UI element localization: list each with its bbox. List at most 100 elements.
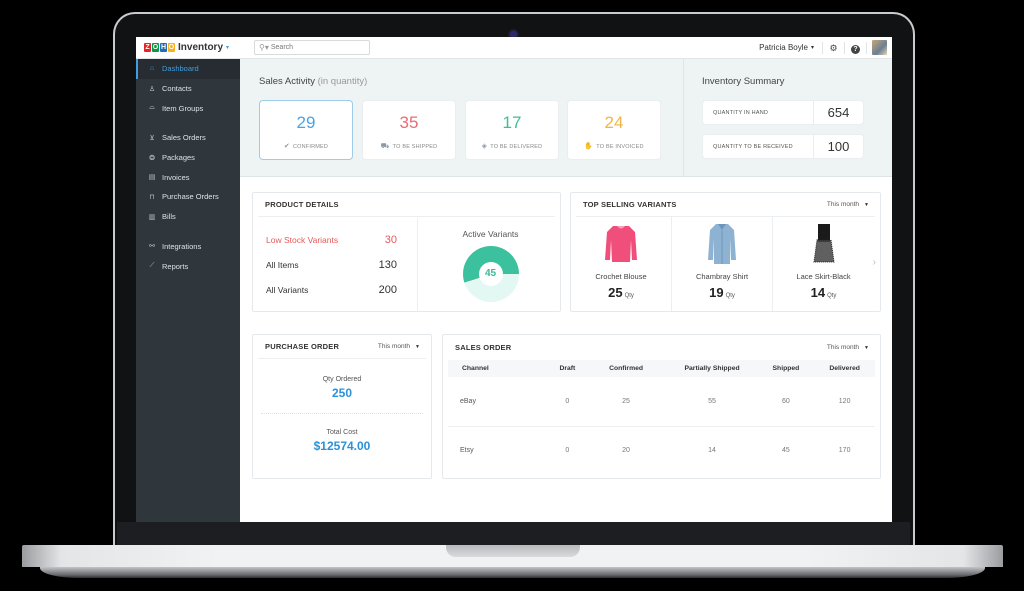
chevron-down-icon: ▾: [226, 45, 230, 51]
variant-list: Crochet Blouse 25 Qty Chambray Shirt 19 Qt…: [571, 217, 880, 311]
product-stats: Low Stock Variants 30 All Items 130 All Va…: [253, 218, 418, 312]
period-dropdown[interactable]: This month ▼: [827, 344, 869, 351]
variant-card[interactable]: Crochet Blouse 25 Qty: [571, 217, 672, 311]
column-header: Draft: [549, 360, 586, 377]
activity-card-to-be-invoiced[interactable]: 24 ✋ TO BE INVOICED: [567, 100, 661, 160]
sidebar-item-bills[interactable]: ▥ Bills: [136, 207, 240, 227]
quantity-in-hand: QUANTITY IN HAND 654: [702, 100, 864, 125]
low-stock-variants-row[interactable]: Low Stock Variants 30: [253, 227, 417, 252]
table-row[interactable]: eBay 0 25 55 60 120: [448, 377, 875, 427]
search-input[interactable]: ⚲▾ Search: [254, 40, 370, 55]
activity-label: ✔ CONFIRMED: [260, 142, 352, 150]
sidebar-item-dashboard[interactable]: ⌂ Dashboard: [136, 59, 240, 79]
sidebar-item-item-groups[interactable]: ⌓ Item Groups: [136, 98, 240, 118]
logo-letter: H: [160, 43, 167, 52]
summary-label: QUANTITY IN HAND: [713, 109, 769, 116]
panel-title: SALES ORDER: [455, 342, 512, 352]
gear-icon[interactable]: ⚙: [823, 41, 845, 54]
activity-value: 35: [399, 113, 419, 132]
user-name: Patricia Boyle: [759, 43, 808, 52]
variant-card[interactable]: Chambray Shirt 19 Qty: [672, 217, 773, 311]
period-dropdown[interactable]: This month ▼: [827, 201, 869, 208]
box-icon: ◈: [481, 143, 488, 150]
chevron-right-icon[interactable]: ›: [872, 257, 876, 268]
app-switcher[interactable]: Z O H O Inventory ▾: [136, 37, 240, 59]
sidebar-item-label: Invoices: [162, 172, 190, 182]
qty-value: 14: [810, 285, 826, 300]
sidebar-item-label: Reports: [162, 261, 189, 271]
sidebar-item-label: Integrations: [162, 241, 202, 251]
qty-value: 19: [709, 285, 724, 300]
invoice-icon: ▤: [148, 174, 156, 182]
period-dropdown[interactable]: This month ▼: [378, 343, 420, 350]
all-items-row[interactable]: All Items 130: [253, 252, 417, 277]
activity-value: 24: [604, 113, 624, 132]
activity-label-text: TO BE DELIVERED: [490, 144, 543, 150]
table-header-row: Channel Draft Confirmed Partially Shippe…: [448, 360, 875, 377]
total-cost: Total Cost $12574.00: [253, 429, 431, 453]
donut-chart: 45: [462, 246, 519, 302]
laptop-bezel-bottom: [117, 522, 910, 545]
activity-card-to-be-delivered[interactable]: 17 ◈ TO BE DELIVERED: [465, 100, 559, 160]
sidebar-item-integrations[interactable]: ⚯ Integrations: [136, 237, 240, 257]
help-icon[interactable]: ?: [845, 41, 867, 54]
activity-label: ⛟ TO BE SHIPPED: [363, 142, 455, 151]
truck-icon: ⛟: [380, 143, 390, 150]
sidebar-item-sales-orders[interactable]: ⊻ Sales Orders: [136, 128, 240, 148]
qty-ordered: Qty Ordered 250: [253, 376, 431, 400]
activity-label: ✋ TO BE INVOICED: [568, 142, 660, 150]
divider: [261, 413, 423, 414]
sidebar-item-contacts[interactable]: ♙ Contacts: [136, 79, 240, 99]
sidebar-item-purchase-orders[interactable]: ⊓ Purchase Orders: [136, 187, 240, 207]
activity-label-text: TO BE INVOICED: [596, 144, 644, 150]
variant-card[interactable]: Lace Skirt-Black 14 Qty: [773, 217, 874, 311]
logo-letter: O: [168, 43, 175, 52]
user-menu[interactable]: Patricia Boyle ▾: [759, 41, 823, 54]
user-icon: ♙: [148, 85, 156, 93]
title-text: Sales Activity: [259, 76, 315, 87]
sidebar-item-label: Purchase Orders: [162, 192, 219, 202]
all-variants-row[interactable]: All Variants 200: [253, 277, 417, 302]
stat-value: 130: [378, 258, 397, 271]
sidebar-item-packages[interactable]: ❂ Packages: [136, 148, 240, 168]
stat-value: 200: [378, 283, 397, 296]
panel-title: PURCHASE ORDER: [265, 342, 340, 351]
camera: [510, 31, 517, 38]
search-placeholder: Search: [270, 44, 294, 51]
table-row[interactable]: Etsy 0 20 14 45 170: [448, 426, 875, 474]
caret-down-icon: ▼: [415, 344, 420, 350]
activity-card-confirmed[interactable]: 29 ✔ CONFIRMED: [259, 100, 353, 160]
sidebar-item-invoices[interactable]: ▤ Invoices: [136, 167, 240, 187]
variant-qty: 25 Qty: [571, 285, 671, 300]
panel-header: PRODUCT DETAILS: [258, 193, 555, 217]
nav-spacer: [136, 118, 240, 128]
chart-line-icon: ⟋: [149, 262, 155, 270]
laptop-notch: [446, 545, 580, 557]
app-screen: Z O H O Inventory ▾ ⚲▾ Search Patricia B…: [136, 37, 892, 522]
top-selling-variants-panel: TOP SELLING VARIANTS This month ▼ Crochet…: [570, 192, 881, 312]
qty-ordered-value: 250: [331, 386, 353, 400]
variant-qty: 14 Qty: [773, 285, 874, 300]
channel-cell: eBay: [448, 377, 550, 427]
panel-header: SALES ORDER This month ▼: [448, 335, 875, 359]
sidebar-item-label: Bills: [162, 212, 176, 222]
panel-title: TOP SELLING VARIANTS: [583, 200, 677, 209]
sidebar-item-label: Item Groups: [162, 103, 204, 113]
nav-spacer: [136, 227, 240, 237]
sidebar-item-reports[interactable]: ⟋ Reports: [136, 256, 240, 276]
donut-value: 45: [478, 262, 503, 286]
check-circle-icon: ✔: [283, 143, 290, 150]
panel-header: PURCHASE ORDER This month ▼: [258, 335, 426, 359]
panel-header: TOP SELLING VARIANTS This month ▼: [576, 193, 875, 217]
variant-name: Chambray Shirt: [695, 272, 749, 281]
activity-card-to-be-shipped[interactable]: 35 ⛟ TO BE SHIPPED: [362, 100, 456, 160]
basket-icon: ⌓: [149, 104, 155, 112]
column-header: Delivered: [814, 360, 875, 377]
sales-activity-title: Sales Activity (in quantity): [259, 76, 367, 87]
summary-label: QUANTITY TO BE RECEIVED: [713, 143, 793, 150]
variant-qty: 19 Qty: [672, 285, 772, 300]
blouse-image: [599, 222, 643, 266]
avatar[interactable]: [872, 40, 887, 55]
column-header: Partially Shipped: [666, 360, 758, 377]
stat-label: All Variants: [266, 284, 309, 295]
